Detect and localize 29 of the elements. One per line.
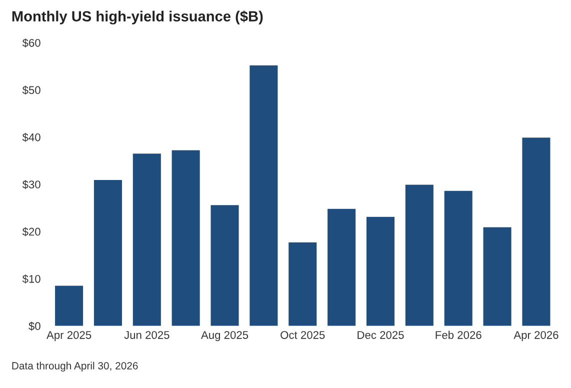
- y-tick-label: $0: [28, 322, 40, 331]
- x-tick-label: Apr 2025: [46, 331, 92, 342]
- chart-title: Monthly US high-yield issuance ($B): [12, 10, 263, 24]
- x-tick-label: Dec 2025: [358, 331, 404, 339]
- y-tick-label: $50: [22, 86, 40, 95]
- x-tick-label: Oct 2025: [280, 331, 325, 339]
- bar: [288, 242, 317, 326]
- bar: [210, 205, 239, 326]
- x-tick-label: Jun 2025: [124, 331, 170, 339]
- x-tick-label: Feb 2026: [436, 330, 482, 339]
- bar: [55, 286, 84, 326]
- y-tick-label: $60: [22, 38, 40, 48]
- bar: [366, 216, 395, 326]
- bar: [94, 180, 122, 326]
- bar: [522, 138, 550, 326]
- y-tick-label: $10: [22, 274, 40, 284]
- y-tick-label: $20: [22, 227, 40, 236]
- bar: [250, 65, 278, 326]
- y-tick-label: $30: [22, 180, 40, 190]
- bar: [132, 154, 161, 326]
- y-tick-label: $40: [22, 132, 40, 142]
- bar: [483, 227, 512, 326]
- bar: [328, 208, 356, 326]
- bar: [405, 184, 434, 326]
- bar: [444, 190, 472, 326]
- x-tick-label: Apr 2026: [514, 331, 558, 342]
- x-tick-label: Aug 2025: [201, 331, 248, 342]
- text: Data through April 30, 2026: [12, 362, 138, 372]
- bar: [172, 150, 200, 326]
